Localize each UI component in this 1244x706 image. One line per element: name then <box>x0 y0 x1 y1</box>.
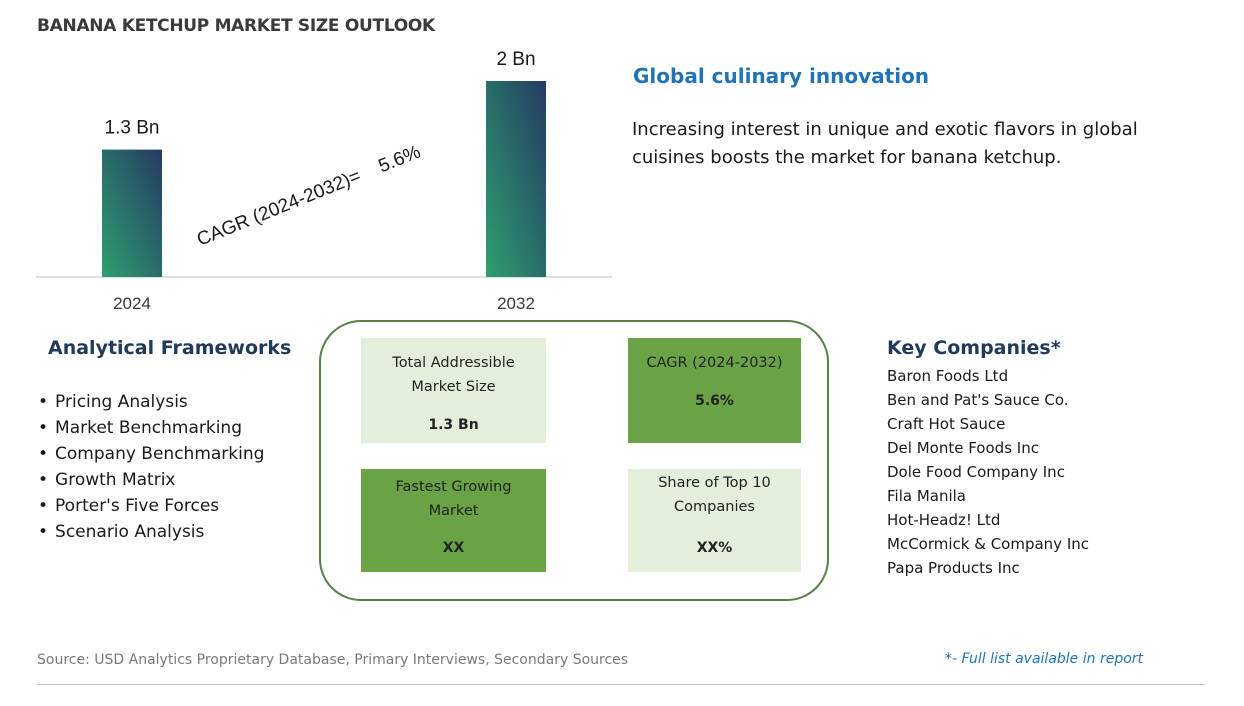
innovation-text: Increasing interest in unique and exotic… <box>632 119 1138 168</box>
framework-item: Porter's Five Forces <box>38 493 264 519</box>
frameworks-list: Pricing Analysis Market Benchmarking Com… <box>38 389 264 545</box>
innovation-title: Global culinary innovation <box>633 64 930 88</box>
frameworks-title: Analytical Frameworks <box>48 337 292 359</box>
bar-2024 <box>102 149 162 277</box>
bar-value-label: 1.3 Bn <box>105 118 160 139</box>
cagr-annotation: CAGR (2024-2032)= 5.6% <box>194 142 424 251</box>
framework-item: Scenario Analysis <box>38 519 264 545</box>
source-note: Source: USD Analytics Proprietary Databa… <box>37 652 629 668</box>
metrics-panel <box>319 320 829 601</box>
companies-list: Baron Foods Ltd Ben and Pat's Sauce Co. … <box>887 364 1089 580</box>
page-title: BANANA KETCHUP MARKET SIZE OUTLOOK <box>37 16 435 36</box>
company-item: Papa Products Inc <box>887 559 1020 577</box>
top10-share-value: XX% <box>696 540 733 556</box>
fastest-growing-value: XX <box>442 540 465 556</box>
company-item: Hot-Headz! Ltd <box>887 511 1001 529</box>
company-item: Ben and Pat's Sauce Co. <box>887 391 1069 409</box>
tam-value: 1.3 Bn <box>428 417 479 433</box>
framework-item: Company Benchmarking <box>38 441 264 467</box>
bottom-divider <box>37 684 1205 685</box>
top10-share-card: Share of Top 10 Companies XX% <box>628 469 801 572</box>
x-tick-label: 2032 <box>497 294 535 313</box>
framework-item: Market Benchmarking <box>38 415 264 441</box>
company-item: Del Monte Foods Inc <box>887 439 1039 457</box>
company-item: McCormick & Company Inc <box>887 535 1089 553</box>
fastest-growing-label: Fastest Growing Market <box>395 479 512 519</box>
market-size-chart: 1.3 Bn 2024 2 Bn 2032 CAGR (2024-2032)= 5.6… <box>36 49 612 313</box>
bar-value-label: 2 Bn <box>496 49 535 70</box>
x-tick-label: 2024 <box>113 294 151 313</box>
tam-label: Total Addressible Market Size <box>392 355 515 395</box>
cagr-label: CAGR (2024-2032) <box>646 355 783 371</box>
top10-share-label: Share of Top 10 Companies <box>658 475 771 515</box>
company-item: Baron Foods Ltd <box>887 367 1009 385</box>
framework-item: Growth Matrix <box>38 467 264 493</box>
bar-2032 <box>486 81 546 277</box>
company-item: Craft Hot Sauce <box>887 415 1006 433</box>
cagr-value: 5.6% <box>695 393 734 409</box>
framework-item: Pricing Analysis <box>38 389 264 415</box>
cagr-card: CAGR (2024-2032) 5.6% <box>628 338 801 443</box>
company-item: Dole Food Company Inc <box>887 463 1065 481</box>
footnote: *- Full list available in report <box>945 651 1144 667</box>
fastest-growing-card: Fastest Growing Market XX <box>361 469 546 572</box>
companies-title: Key Companies* <box>887 337 1061 359</box>
company-item: Fila Manila <box>887 487 966 505</box>
tam-card: Total Addressible Market Size 1.3 Bn <box>361 338 546 443</box>
